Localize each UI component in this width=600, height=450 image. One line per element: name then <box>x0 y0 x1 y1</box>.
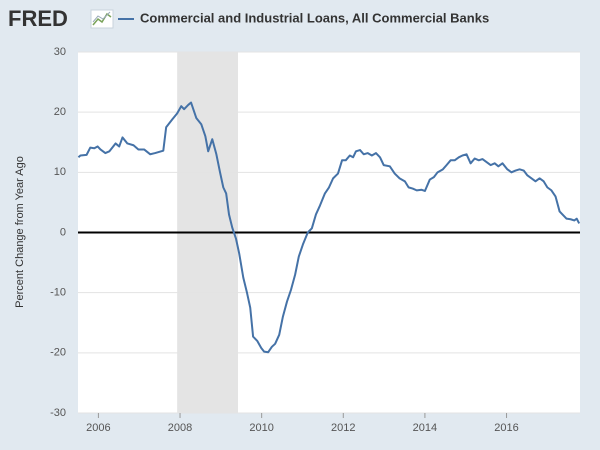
x-tick-label: 2012 <box>331 422 355 434</box>
logo-icon <box>90 9 114 29</box>
y-tick-label: 10 <box>54 166 66 178</box>
x-tick-label: 2016 <box>494 422 518 434</box>
legend-label: Commercial and Industrial Loans, All Com… <box>140 10 489 25</box>
x-tick-label: 2014 <box>413 422 437 434</box>
y-tick-label: 20 <box>54 106 66 118</box>
logo: FRED <box>8 6 68 31</box>
y-tick-label: -30 <box>50 407 66 419</box>
data-line <box>77 101 581 354</box>
y-tick-label: 30 <box>54 46 66 58</box>
y-axis-label: Percent Change from Year Ago <box>14 156 26 308</box>
y-tick-label: -10 <box>50 287 66 299</box>
y-tick-label: 0 <box>60 226 66 238</box>
x-tick-label: 2006 <box>86 422 110 434</box>
x-tick-label: 2010 <box>249 422 273 434</box>
x-tick-label: 2008 <box>168 422 192 434</box>
y-tick-label: -20 <box>50 347 66 359</box>
